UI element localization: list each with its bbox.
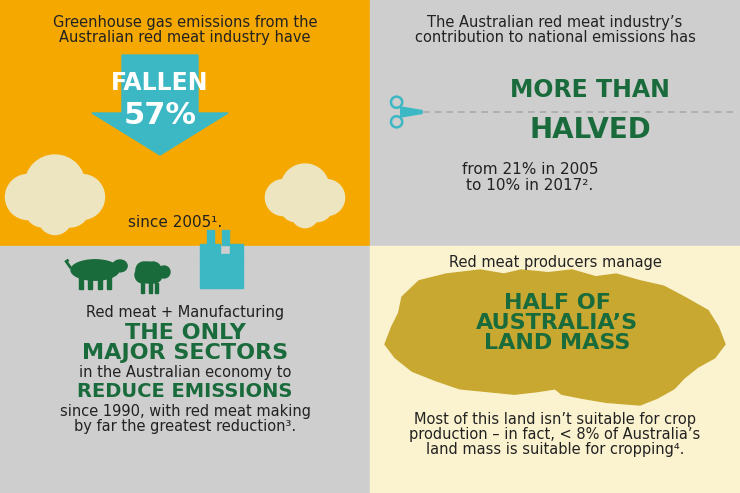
Text: from 21% in 2005: from 21% in 2005 xyxy=(462,162,598,177)
Text: MORE THAN: MORE THAN xyxy=(510,78,670,102)
Bar xyxy=(149,283,152,293)
Polygon shape xyxy=(200,244,243,260)
Text: THE ONLY: THE ONLY xyxy=(124,323,246,343)
Circle shape xyxy=(140,267,156,283)
Circle shape xyxy=(301,190,332,221)
Bar xyxy=(78,277,83,289)
Bar xyxy=(141,283,144,293)
Circle shape xyxy=(140,262,156,278)
Circle shape xyxy=(281,193,310,221)
Circle shape xyxy=(25,155,85,215)
Circle shape xyxy=(25,191,61,227)
Ellipse shape xyxy=(112,260,127,272)
Text: Red meat producers manage: Red meat producers manage xyxy=(448,255,662,270)
Bar xyxy=(370,246,740,493)
Text: The Australian red meat industry’s: The Australian red meat industry’s xyxy=(428,15,682,30)
Text: Most of this land isn’t suitable for crop: Most of this land isn’t suitable for cro… xyxy=(414,412,696,427)
Circle shape xyxy=(158,266,170,278)
Bar xyxy=(0,0,370,246)
Circle shape xyxy=(38,202,72,235)
Text: Red meat + Manufacturing: Red meat + Manufacturing xyxy=(86,305,284,320)
Polygon shape xyxy=(385,270,725,405)
Polygon shape xyxy=(401,107,422,113)
Text: Australian red meat industry have: Australian red meat industry have xyxy=(59,30,311,45)
Circle shape xyxy=(59,175,104,219)
Circle shape xyxy=(5,175,50,219)
Polygon shape xyxy=(92,55,228,155)
Text: since 2005¹.: since 2005¹. xyxy=(128,215,222,230)
Circle shape xyxy=(146,267,162,283)
Circle shape xyxy=(281,164,329,212)
Circle shape xyxy=(391,116,403,128)
Bar xyxy=(88,277,92,289)
Bar xyxy=(98,277,102,289)
Text: contribution to national emissions has: contribution to national emissions has xyxy=(414,30,696,45)
Circle shape xyxy=(391,96,403,108)
Circle shape xyxy=(292,201,318,228)
Bar xyxy=(370,0,740,246)
Text: REDUCE EMISSIONS: REDUCE EMISSIONS xyxy=(77,382,293,401)
Circle shape xyxy=(145,262,161,278)
Circle shape xyxy=(266,179,301,215)
Text: FALLEN: FALLEN xyxy=(111,71,209,95)
Circle shape xyxy=(135,267,151,283)
Text: since 1990, with red meat making: since 1990, with red meat making xyxy=(59,404,311,419)
Text: to 10% in 2017².: to 10% in 2017². xyxy=(466,178,593,193)
Bar xyxy=(207,230,214,245)
Text: 57%: 57% xyxy=(124,101,197,130)
Circle shape xyxy=(50,188,90,227)
Text: production – in fact, < 8% of Australia’s: production – in fact, < 8% of Australia’… xyxy=(409,427,701,442)
Bar xyxy=(107,277,112,289)
Bar xyxy=(222,230,229,245)
Bar xyxy=(200,260,243,288)
Circle shape xyxy=(309,179,345,215)
Text: Greenhouse gas emissions from the: Greenhouse gas emissions from the xyxy=(53,15,317,30)
Text: AUSTRALIA’S: AUSTRALIA’S xyxy=(476,313,638,333)
Text: by far the greatest reduction³.: by far the greatest reduction³. xyxy=(74,419,296,434)
Text: HALF OF: HALF OF xyxy=(503,293,610,313)
Circle shape xyxy=(136,262,152,278)
Bar xyxy=(0,246,370,493)
Text: MAJOR SECTORS: MAJOR SECTORS xyxy=(82,343,288,363)
Text: HALVED: HALVED xyxy=(529,116,651,144)
Ellipse shape xyxy=(71,260,119,280)
Circle shape xyxy=(393,118,400,125)
Bar xyxy=(155,283,158,293)
Text: in the Australian economy to: in the Australian economy to xyxy=(79,365,291,380)
Polygon shape xyxy=(401,110,422,117)
Circle shape xyxy=(393,99,400,106)
Text: LAND MASS: LAND MASS xyxy=(484,333,630,353)
Text: land mass is suitable for cropping⁴.: land mass is suitable for cropping⁴. xyxy=(425,442,684,457)
